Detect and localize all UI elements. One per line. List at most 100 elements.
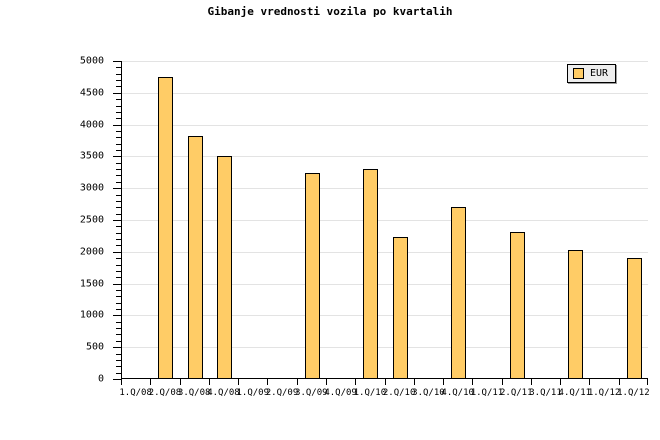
y-axis-minor-tick	[116, 194, 121, 196]
y-axis-minor-tick	[116, 86, 121, 88]
bar	[451, 206, 467, 379]
x-axis-tick	[209, 379, 210, 385]
y-axis-minor-tick	[116, 67, 121, 69]
y-axis-minor-tick	[116, 162, 121, 164]
gridline	[122, 347, 648, 349]
bar	[363, 169, 379, 379]
y-axis-minor-tick	[116, 321, 121, 323]
chart-title: Gibanje vrednosti vozila po kvartalih	[207, 5, 453, 18]
bar	[304, 172, 320, 379]
y-axis-minor-tick	[116, 181, 121, 183]
x-axis-label: 1.Q/12	[617, 388, 650, 398]
gridline	[122, 124, 648, 126]
bar	[392, 236, 408, 379]
y-axis-minor-tick	[116, 353, 121, 355]
y-axis-minor-tick	[116, 328, 121, 330]
y-axis-tick	[113, 188, 121, 190]
x-axis-tick	[121, 379, 122, 385]
plot-area	[121, 61, 648, 379]
gridline	[122, 220, 648, 221]
y-axis-tick	[113, 347, 121, 349]
y-axis-label: 3000	[79, 182, 104, 194]
y-axis-tick	[113, 61, 121, 62]
y-axis-minor-tick	[116, 73, 121, 75]
x-axis-tick	[647, 379, 648, 385]
y-axis-minor-tick	[116, 137, 121, 139]
bar	[568, 249, 584, 379]
x-axis-tick	[297, 379, 298, 385]
bar	[187, 136, 203, 379]
x-axis-tick	[267, 379, 268, 385]
bar	[509, 232, 525, 379]
y-axis-minor-tick	[116, 302, 121, 304]
y-axis-minor-tick	[116, 296, 121, 298]
y-axis-minor-tick	[116, 80, 121, 82]
y-axis-minor-tick	[116, 334, 121, 336]
x-axis-label: 2.Q/08	[148, 388, 182, 398]
y-axis-minor-tick	[116, 270, 121, 272]
y-axis-label: 1000	[79, 309, 104, 321]
chart-legend: EUR	[567, 64, 617, 83]
y-axis-minor-tick	[116, 118, 121, 120]
y-axis-tick	[113, 315, 121, 317]
y-axis-label: 500	[85, 341, 104, 353]
legend-label-eur: EUR	[590, 68, 609, 79]
y-axis-tick	[113, 124, 121, 126]
x-axis-label: 4.Q/11	[558, 388, 592, 398]
y-axis-minor-tick	[116, 150, 121, 152]
y-axis-tick	[113, 156, 121, 158]
x-axis: 1.Q/08 2.Q/08 3.Q/08 4.Q/08 1.Q/09 2.Q/09 3.Q/…	[119, 379, 650, 439]
legend-swatch-eur	[573, 68, 584, 79]
bar	[158, 76, 174, 379]
x-axis-label: 4.Q/08	[207, 388, 240, 398]
y-axis-minor-tick	[116, 232, 121, 234]
x-axis-tick	[414, 379, 415, 385]
x-axis-label: 1.Q/12	[587, 388, 621, 398]
y-axis-label: 2000	[79, 246, 104, 258]
x-axis-label: 1.Q/09	[236, 388, 270, 398]
x-axis-label: 1.Q/11	[470, 388, 504, 398]
x-axis-tick	[238, 379, 239, 385]
y-axis-minor-tick	[116, 359, 121, 361]
y-axis-minor-tick	[116, 111, 121, 113]
x-axis-tick	[589, 379, 590, 385]
gridline	[122, 156, 648, 158]
y-axis-minor-tick	[116, 289, 121, 291]
x-axis-tick	[355, 379, 356, 385]
y-axis-minor-tick	[116, 143, 121, 145]
y-axis-minor-tick	[116, 213, 121, 215]
y-axis-tick	[113, 379, 121, 380]
x-axis-label: 2.Q/10	[382, 388, 416, 398]
x-axis-tick	[619, 379, 620, 385]
bar	[626, 257, 642, 379]
gridline	[122, 283, 648, 285]
y-axis-minor-tick	[116, 130, 121, 132]
y-axis-tick	[113, 251, 121, 253]
x-axis-tick	[443, 379, 444, 385]
gridline	[122, 315, 648, 317]
x-axis-tick	[180, 379, 181, 385]
y-axis-minor-tick	[116, 277, 121, 279]
y-axis-minor-tick	[116, 200, 121, 202]
y-axis-label: 5000	[79, 55, 104, 67]
y-axis-minor-tick	[116, 207, 121, 209]
x-axis-label: 4.Q/10	[441, 388, 474, 398]
y-axis-minor-tick	[116, 309, 121, 311]
x-axis-label: 3.Q/10	[412, 388, 445, 398]
y-axis-minor-tick	[116, 372, 121, 374]
y-axis-minor-tick	[116, 340, 121, 342]
y-axis-minor-tick	[116, 264, 121, 266]
x-axis-tick	[560, 379, 561, 385]
y-axis-minor-tick	[116, 258, 121, 260]
y-axis-tick	[113, 92, 121, 94]
gridline	[122, 92, 648, 94]
x-axis-tick	[472, 379, 473, 385]
x-axis-tick	[385, 379, 386, 385]
y-axis-minor-tick	[116, 99, 121, 101]
y-axis-label: 4000	[79, 119, 104, 131]
y-axis-tick	[113, 220, 121, 221]
gridline	[122, 61, 648, 62]
x-axis-label: 3.Q/08	[177, 388, 211, 398]
y-axis-minor-tick	[116, 169, 121, 171]
x-axis-tick	[326, 379, 327, 385]
